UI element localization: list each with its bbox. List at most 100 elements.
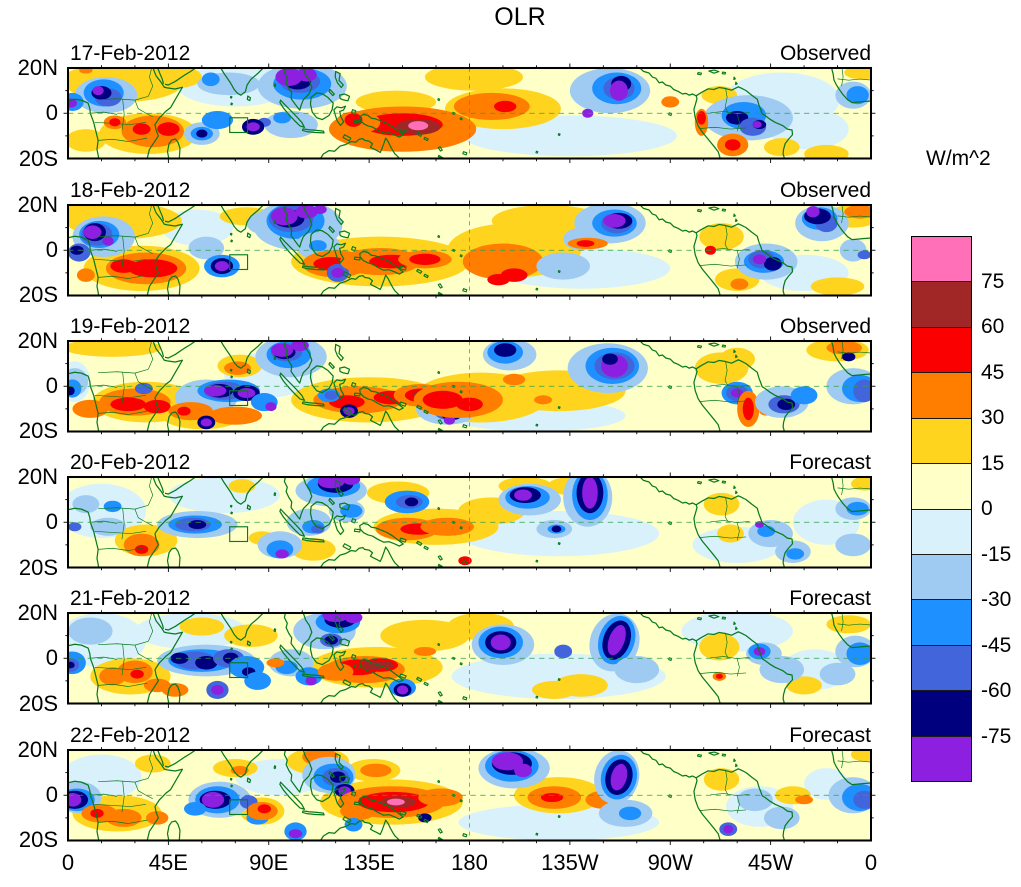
country-borders [90, 204, 871, 279]
lat-tick-label: 0 [45, 236, 58, 262]
contour-field [68, 749, 871, 840]
lat-tick-label: 0 [45, 645, 58, 671]
contour-field [68, 340, 871, 431]
colorbar-cell [912, 418, 971, 465]
colorbar-tick-label: 45 [981, 360, 1005, 384]
map-panel-3 [63, 335, 876, 436]
country-borders [90, 68, 871, 142]
roi-box [229, 253, 249, 270]
panel-type-label: Forecast [789, 451, 871, 474]
country-borders [90, 749, 871, 824]
lat-tick-label: 20N [17, 600, 58, 625]
panel-date: 19-Feb-2012 [70, 314, 191, 338]
country-borders [90, 613, 871, 687]
chart-title: OLR [494, 3, 546, 31]
lon-tick-label: 0 [61, 850, 75, 875]
lat-tick-label: 0 [45, 100, 58, 126]
lon-tick-label: 45W [748, 850, 794, 875]
colorbar-tick-label: -30 [981, 588, 1012, 611]
roi-box [229, 389, 249, 406]
panel-border [66, 611, 873, 705]
coastlines [68, 204, 871, 295]
panel-border [66, 475, 873, 569]
roi-box [229, 526, 249, 543]
panel-border [66, 339, 873, 433]
contour-field [68, 68, 871, 159]
lat-tick-label: 0 [45, 781, 58, 807]
map-panel-2 [63, 199, 876, 300]
colorbar-cell [912, 645, 971, 692]
roi-box [229, 117, 249, 134]
lat-tick-label: 20S [18, 418, 58, 443]
lat-tick-label: 20N [17, 327, 58, 353]
panel-date: 18-Feb-2012 [70, 178, 191, 202]
colorbar-tick-label: -45 [981, 633, 1012, 657]
country-borders [90, 477, 871, 551]
map-panel-1 [63, 63, 876, 164]
colorbar-cell [912, 327, 971, 374]
roi-box [229, 798, 249, 815]
contour-field [68, 204, 871, 295]
lat-tick-label: 20S [18, 554, 58, 580]
lat-tick-label: 20N [17, 736, 58, 762]
colorbar-units-label: W/m^2 [926, 147, 991, 170]
map-panel-6 [63, 744, 876, 845]
lat-tick-label: 0 [45, 372, 58, 398]
colorbar-cell [912, 691, 971, 737]
lon-tick-label: 90W [647, 850, 693, 875]
colorbar-cell [912, 464, 971, 510]
panel-date: 22-Feb-2012 [70, 723, 191, 747]
map-panel-4 [63, 472, 876, 573]
panel-date: 21-Feb-2012 [70, 587, 191, 610]
coastlines [68, 68, 871, 159]
colorbar-cell [912, 282, 971, 328]
panel-date: 20-Feb-2012 [70, 451, 191, 474]
colorbar-cell [912, 600, 971, 646]
lon-tick-label: 0 [864, 850, 878, 875]
panel-border [66, 66, 873, 160]
lon-tick-label: 135E [343, 850, 395, 875]
colorbar-tick-label: 0 [981, 497, 993, 520]
colorbar-tick-label: -60 [981, 679, 1012, 702]
lat-tick-label: 20S [18, 282, 58, 307]
lon-tick-label: 90E [249, 850, 289, 875]
contour-field [68, 613, 871, 704]
panel-type-label: Forecast [789, 587, 871, 610]
colorbar-tick-label: 15 [981, 451, 1005, 475]
colorbar-tick-label: 75 [981, 269, 1005, 293]
lat-tick-label: 20S [18, 827, 58, 852]
panel-border [66, 748, 873, 842]
contour-field [68, 477, 871, 568]
colorbar-cell [912, 237, 971, 283]
coastlines [68, 613, 871, 704]
panel-type-label: Observed [779, 178, 871, 202]
colorbar-tick-label: 30 [981, 406, 1005, 429]
colorbar-tick-label: 60 [981, 315, 1005, 338]
colorbar-cell [912, 373, 971, 419]
panel-type-label: Forecast [789, 723, 871, 747]
colorbar [911, 236, 972, 782]
lon-tick-label: 135W [541, 850, 599, 875]
map-panel-5 [63, 608, 876, 709]
panel-type-label: Observed [779, 314, 871, 338]
coastlines [68, 749, 871, 840]
axis-ticks [63, 199, 876, 300]
panel-border [66, 203, 873, 297]
coastlines [68, 477, 871, 568]
colorbar-tick-label: -75 [981, 724, 1012, 748]
lat-tick-label: 20S [18, 690, 58, 716]
country-borders [90, 340, 871, 415]
lon-tick-label: 180 [451, 850, 488, 875]
lat-tick-label: 20N [17, 55, 58, 80]
roi-box [229, 662, 249, 679]
lat-tick-label: 20N [17, 191, 58, 217]
panel-type-label: Observed [779, 42, 871, 65]
lat-tick-label: 20S [18, 145, 58, 171]
panel-date: 17-Feb-2012 [70, 42, 191, 65]
colorbar-cell [912, 554, 971, 601]
colorbar-cell [912, 509, 971, 555]
lat-tick-label: 20N [17, 464, 58, 489]
lat-tick-label: 0 [45, 509, 58, 535]
colorbar-tick-label: -15 [981, 542, 1012, 566]
